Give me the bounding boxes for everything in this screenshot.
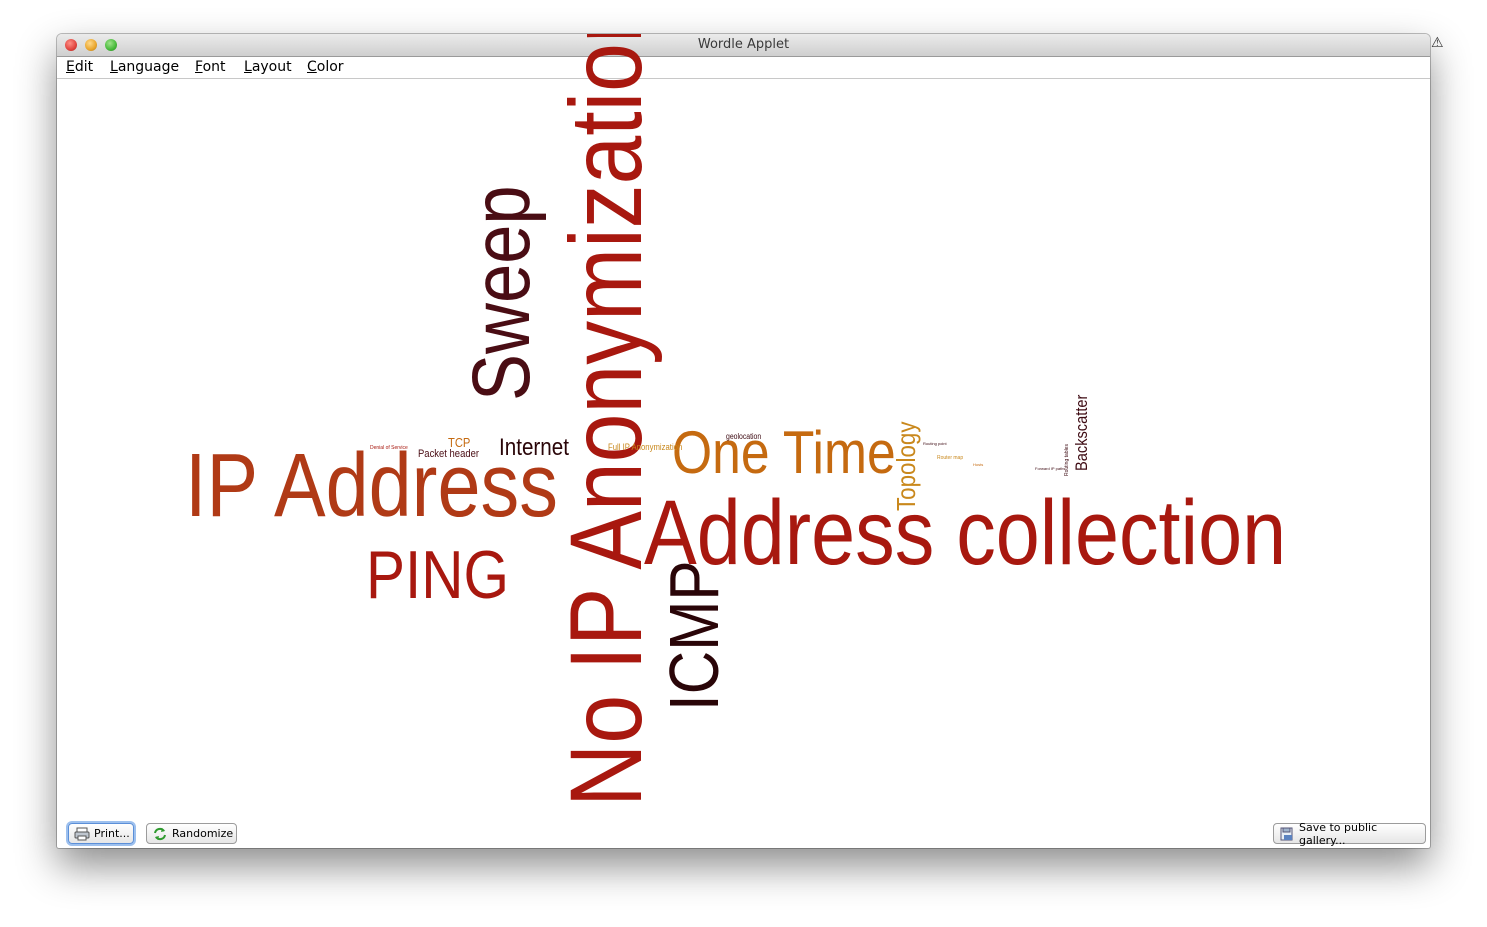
word-routing-tables: Routing tables bbox=[1064, 444, 1070, 476]
word-geolocation: geolocation bbox=[726, 432, 762, 441]
print-button-label: Print... bbox=[94, 827, 130, 840]
printer-icon bbox=[74, 827, 90, 841]
word-forward-ip-paths: Forward IP paths bbox=[1035, 466, 1066, 471]
word-full-ip-anonymization: Full IP Anonymization bbox=[608, 442, 683, 452]
word-internet: Internet bbox=[499, 434, 569, 461]
word-tcp: TCP bbox=[448, 435, 471, 450]
word-routing-point: Routing point bbox=[923, 441, 947, 446]
warning-icon: ⚠ bbox=[1431, 35, 1444, 51]
save-to-gallery-button[interactable]: Save to public gallery... bbox=[1273, 820, 1426, 847]
word-ip-address: IP Address bbox=[185, 436, 558, 536]
word-sweep: Sweep bbox=[456, 185, 547, 401]
word-one-time: One Time bbox=[672, 419, 896, 486]
word-topology: Topology bbox=[891, 421, 921, 511]
word-cloud-canvas: No IP Anonymization Address collection I… bbox=[57, 34, 1430, 814]
close-window-button[interactable] bbox=[65, 39, 77, 51]
applet-window: Wordle Applet Edit Language Font Layout … bbox=[57, 34, 1430, 848]
randomize-button[interactable]: Randomize bbox=[146, 823, 237, 844]
menu-edit[interactable]: Edit bbox=[66, 59, 94, 75]
word-router-map: Router map bbox=[937, 455, 964, 461]
word-backscatter: Backscatter bbox=[1072, 394, 1091, 471]
minimize-window-button[interactable] bbox=[85, 39, 97, 51]
window-title: Wordle Applet bbox=[697, 37, 790, 52]
word-address-collection: Address collection bbox=[644, 482, 1287, 584]
menu-bar: Edit Language Font Layout Color bbox=[57, 57, 1430, 79]
menu-color[interactable]: Color bbox=[307, 59, 344, 75]
menu-layout[interactable]: Layout bbox=[244, 59, 292, 75]
title-bar: Wordle Applet bbox=[57, 34, 1430, 57]
save-icon bbox=[1279, 827, 1295, 841]
word-denial-of-service: Denial of Service bbox=[370, 445, 408, 451]
word-ping: PING bbox=[366, 537, 509, 613]
refresh-icon bbox=[152, 827, 168, 841]
save-to-gallery-label: Save to public gallery... bbox=[1299, 820, 1378, 847]
randomize-button-label: Randomize bbox=[172, 827, 234, 840]
menu-language[interactable]: Language bbox=[110, 59, 180, 75]
zoom-window-button[interactable] bbox=[105, 39, 117, 51]
word-icmp: ICMP bbox=[655, 560, 733, 712]
word-packet-header: Packet header bbox=[418, 448, 480, 460]
word-no-ip-anonymization: No IP Anonymization bbox=[549, 34, 663, 807]
word-hosts: Hosts bbox=[973, 462, 984, 467]
menu-font[interactable]: Font bbox=[195, 59, 226, 75]
print-button[interactable]: Print... bbox=[68, 823, 134, 844]
